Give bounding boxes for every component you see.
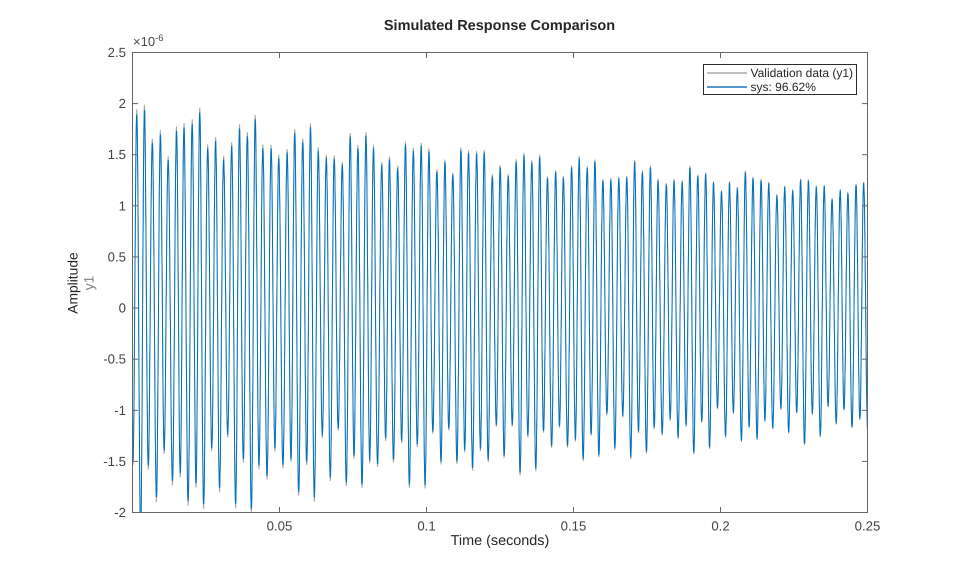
svg-text:0.25: 0.25 xyxy=(855,519,881,534)
svg-text:0.1: 0.1 xyxy=(417,519,435,534)
svg-text:1: 1 xyxy=(119,198,126,213)
svg-text:0.15: 0.15 xyxy=(561,519,587,534)
svg-text:-2: -2 xyxy=(114,505,126,520)
svg-text:sys: 96.62%: sys: 96.62% xyxy=(751,80,817,94)
svg-text:-0.5: -0.5 xyxy=(103,352,126,367)
svg-text:Amplitude: Amplitude xyxy=(66,252,81,314)
svg-text:0.2: 0.2 xyxy=(711,519,729,534)
svg-text:-1: -1 xyxy=(114,403,126,418)
svg-text:0: 0 xyxy=(119,301,126,316)
svg-text:1.5: 1.5 xyxy=(108,147,126,162)
svg-text:y1: y1 xyxy=(82,276,97,291)
svg-text:0.5: 0.5 xyxy=(108,249,126,264)
svg-text:0.05: 0.05 xyxy=(267,519,293,534)
svg-text:-1.5: -1.5 xyxy=(103,454,126,469)
svg-text:Time (seconds): Time (seconds) xyxy=(451,533,550,549)
svg-text:Validation data (y1): Validation data (y1) xyxy=(751,66,854,80)
svg-text:Simulated Response Comparison: Simulated Response Comparison xyxy=(384,18,615,34)
svg-text:2: 2 xyxy=(119,96,126,111)
svg-text:2.5: 2.5 xyxy=(108,45,126,60)
